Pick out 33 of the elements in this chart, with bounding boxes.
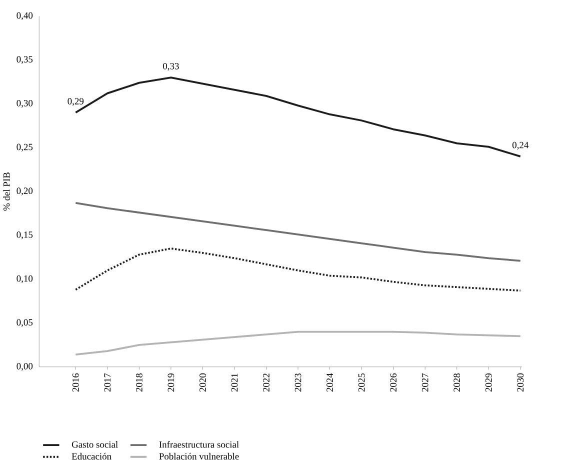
x-tick-label: 2027 [422, 373, 428, 392]
x-tick-label: 2018 [136, 374, 142, 392]
y-tick-label: 0,00 [16, 363, 33, 371]
data-label: 0,24 [512, 142, 529, 150]
y-tick-label: 0,30 [16, 100, 33, 108]
x-tick-label: 2017 [104, 373, 111, 392]
legend-label: Educación [72, 453, 112, 460]
y-tick-label: 0,25 [16, 144, 33, 152]
y-tick-label: 0,10 [16, 275, 33, 284]
x-tick-label: 2021 [231, 374, 238, 392]
x-tick-label: 2025 [358, 374, 365, 392]
x-tick-label: 2020 [200, 374, 206, 392]
x-tick-label: 2016 [72, 374, 79, 392]
y-tick-label: 0,40 [16, 12, 33, 20]
y-tick-label: 0,20 [16, 188, 33, 196]
x-tick-label: 2029 [485, 374, 492, 392]
x-tick-label: 2028 [454, 374, 460, 392]
line-series [74, 248, 522, 292]
data-label: 0,33 [163, 63, 179, 71]
data-label: 0,29 [68, 98, 84, 106]
y-tick-label: 0,05 [16, 319, 33, 328]
x-tick-label: 2030 [517, 374, 524, 392]
legend-label: Gasto social [72, 441, 118, 448]
x-tick-label: 2019 [168, 374, 174, 392]
y-axis-title: % del PIB [3, 172, 10, 211]
x-tick-label: 2024 [326, 373, 333, 392]
x-tick-label: 2023 [294, 374, 302, 392]
legend-label: Población vulnerable [159, 453, 239, 460]
x-tick-label: 2022 [263, 374, 270, 392]
y-tick-label: 0,15 [16, 232, 33, 240]
legend-label: Infraestructura social [159, 441, 239, 448]
x-tick-label: 2026 [390, 374, 397, 392]
y-tick-label: 0,35 [16, 56, 33, 64]
